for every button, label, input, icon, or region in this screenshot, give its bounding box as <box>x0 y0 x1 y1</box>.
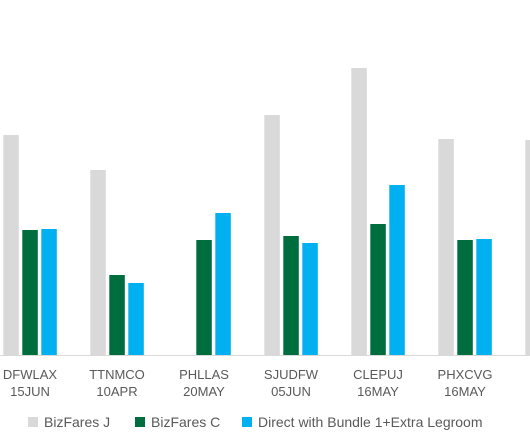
bar-3-1 <box>41 229 57 355</box>
bar-1-2 <box>90 170 106 355</box>
x-tick-label: CLEPUJ <box>353 367 403 382</box>
x-tick-label: 16MAY <box>444 384 486 399</box>
bar-2-2 <box>109 275 125 355</box>
legend-swatch <box>242 417 252 427</box>
bar-2-1 <box>22 230 38 355</box>
bar-2-4 <box>283 236 299 355</box>
bar-3-3 <box>215 213 231 355</box>
x-tick-label: 05JUN <box>271 384 311 399</box>
bars-group <box>3 68 530 355</box>
x-tick-label: 20MAY <box>183 384 225 399</box>
legend: BizFares J BizFares C Direct with Bundle 1… <box>0 411 530 433</box>
bar-3-6 <box>476 239 492 355</box>
x-tick-label: 10APR <box>96 384 137 399</box>
bar-2-3 <box>196 240 212 355</box>
bar-1-6 <box>438 139 454 355</box>
x-tick-label: TTNMCO <box>89 367 145 382</box>
bar-3-5 <box>389 185 405 355</box>
bar-2-5 <box>370 224 386 355</box>
bar-3-4 <box>302 243 318 355</box>
x-tick-label: 16MAY <box>357 384 399 399</box>
legend-item: BizFares J <box>28 411 110 433</box>
x-tick-label: PHXCVG <box>438 367 493 382</box>
legend-label: BizFares J <box>44 414 111 430</box>
bar-1-4 <box>264 115 280 355</box>
x-tick-label: 15JUN <box>10 384 50 399</box>
bar-1-7 <box>525 140 530 355</box>
legend-item: Direct with Bundle 1+Extra Legroom <box>242 411 483 433</box>
x-tick-label: SJUDFW <box>264 367 319 382</box>
bar-2-6 <box>457 240 473 355</box>
bar-1-1 <box>3 135 19 355</box>
legend-label: Direct with Bundle 1+Extra Legroom <box>258 414 483 430</box>
legend-swatch <box>135 417 145 427</box>
bar-1-5 <box>351 68 367 355</box>
x-tick-labels: DFWLAX 15JUN TTNMCO 10APR PHLLAS 20MAY SJUDFW 0… <box>3 367 493 399</box>
legend-swatch <box>28 417 38 427</box>
legend-item: BizFares C <box>135 411 220 433</box>
x-tick-label: DFWLAX <box>3 367 58 382</box>
bar-3-2 <box>128 283 144 355</box>
x-tick-label: PHLLAS <box>179 367 229 382</box>
legend-label: BizFares C <box>151 414 221 430</box>
